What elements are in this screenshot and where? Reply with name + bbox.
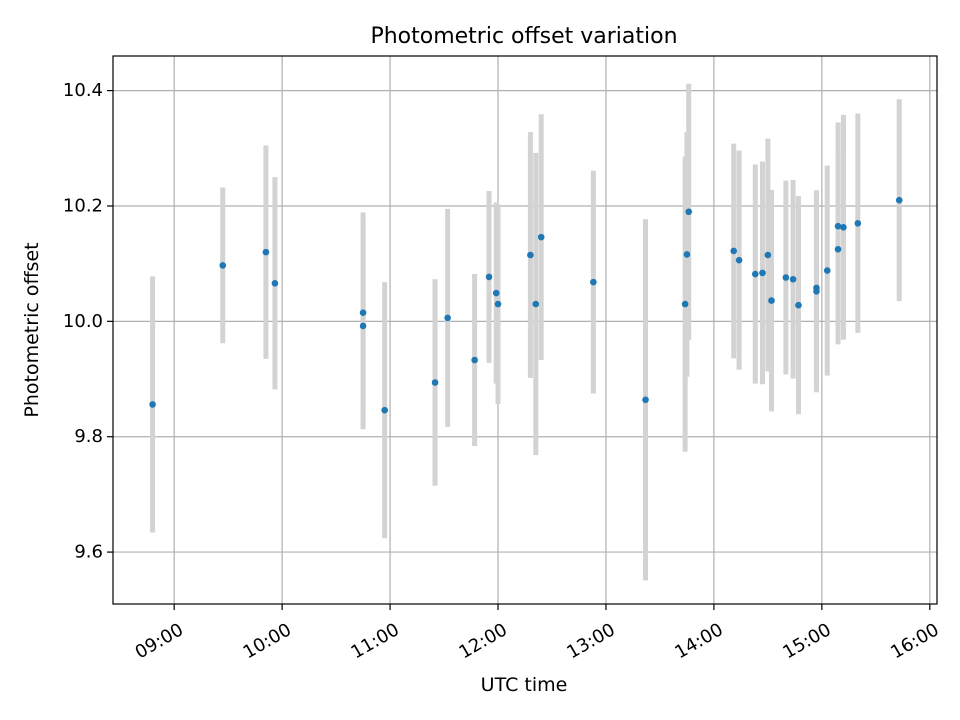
y-tick-label: 9.8: [74, 426, 103, 447]
data-point: [494, 300, 502, 308]
data-point: [789, 275, 797, 283]
data-point: [813, 288, 820, 295]
data-point: [431, 379, 439, 386]
data-point: [834, 222, 842, 230]
data-point: [590, 278, 597, 286]
data-point: [359, 309, 367, 316]
data-point: [527, 251, 534, 259]
chart-title: Photometric offset variation: [370, 24, 677, 49]
data-point: [485, 273, 493, 281]
data-point: [537, 233, 545, 241]
data-points: [149, 196, 903, 414]
data-point: [895, 196, 903, 204]
data-point: [149, 401, 156, 408]
data-point: [795, 301, 802, 309]
data-point: [751, 270, 759, 278]
y-tick-label: 9.6: [74, 542, 103, 563]
data-point: [730, 247, 737, 255]
data-point: [735, 256, 743, 264]
y-tick-label: 10.4: [63, 80, 103, 101]
y-tick-label: 10.2: [63, 195, 103, 216]
data-point: [840, 224, 847, 231]
data-point: [823, 267, 831, 274]
data-point: [759, 269, 766, 277]
data-point: [271, 279, 279, 287]
data-point: [381, 406, 388, 414]
x-axis-label: UTC time: [481, 674, 568, 696]
y-tick-label: 10.0: [63, 311, 103, 332]
data-point: [219, 262, 227, 269]
data-point: [681, 300, 689, 308]
data-point: [834, 245, 842, 253]
data-point: [683, 251, 691, 258]
data-point: [782, 274, 790, 281]
data-point: [492, 289, 500, 297]
plot-frame: [112, 55, 938, 605]
data-point: [532, 300, 540, 308]
data-point: [768, 297, 775, 304]
data-point: [444, 314, 451, 322]
data-point: [685, 208, 693, 216]
data-point: [642, 396, 649, 404]
data-point: [854, 219, 862, 227]
data-point: [359, 322, 367, 330]
data-point: [764, 251, 772, 259]
data-point: [262, 248, 270, 256]
y-axis-label: Photometric offset: [21, 242, 43, 417]
data-point: [471, 356, 478, 364]
